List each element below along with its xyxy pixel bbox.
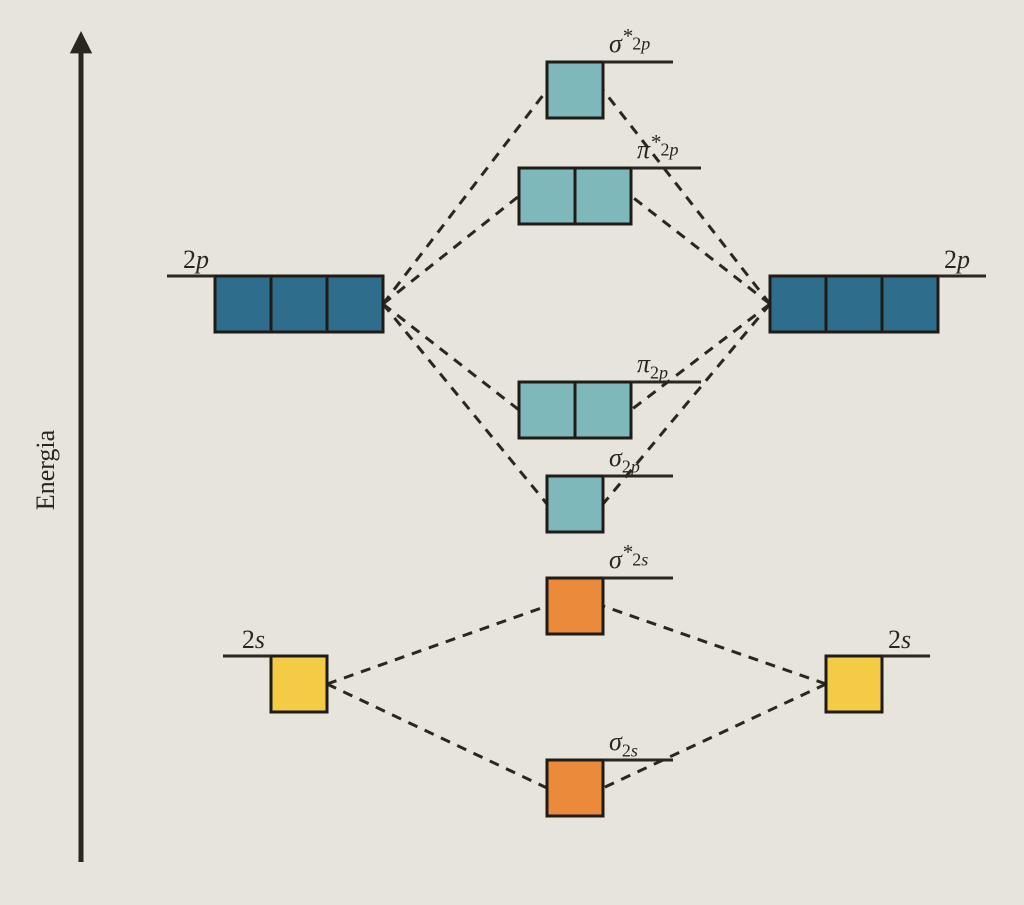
connection-line: [383, 304, 519, 410]
boxes-layer: [215, 62, 938, 816]
ao-label-right_2s: 2s: [888, 625, 911, 654]
molecular-orbital-sigma_star_2s: [547, 578, 603, 634]
connection-line: [631, 304, 770, 410]
mo-label-sigma_star_2p: σ*2p: [609, 25, 650, 58]
molecular-orbital-sigma_star_2p: [547, 62, 603, 118]
mo-label-pi_2p: π2p: [637, 349, 668, 383]
connection-line: [603, 684, 826, 788]
mo-diagram-svg: Energia2p2p2s2sσ*2pπ*2pπ2pσ2pσ*2sσ2s: [0, 0, 1024, 905]
molecular-orbital-pi_2p: [519, 382, 631, 438]
mo-diagram: Energia2p2p2s2sσ*2pπ*2pπ2pσ2pσ*2sσ2s: [0, 0, 1024, 905]
molecular-orbital-sigma_2s: [547, 760, 603, 816]
connection-line: [327, 684, 547, 788]
atomic-orbital-right_2s: [826, 656, 882, 712]
ao-label-left_2s: 2s: [242, 625, 265, 654]
ao-label-right_2p: 2p: [944, 245, 970, 274]
energy-axis-arrow: [70, 31, 92, 53]
mo-label-sigma_star_2s: σ*2s: [609, 541, 648, 574]
connection-line: [383, 196, 519, 304]
molecular-orbital-sigma_2p: [547, 476, 603, 532]
atomic-orbital-right_2p: [770, 276, 938, 332]
atomic-orbital-left_2s: [271, 656, 327, 712]
mo-label-sigma_2s: σ2s: [609, 727, 638, 761]
connection-line: [327, 606, 547, 684]
molecular-orbital-pi_star_2p: [519, 168, 631, 224]
ao-label-left_2p: 2p: [183, 245, 209, 274]
atomic-orbital-left_2p: [215, 276, 383, 332]
connection-line: [603, 606, 826, 684]
connection-line: [631, 196, 770, 304]
mo-label-sigma_2p: σ2p: [609, 443, 640, 477]
energy-axis-label: Energia: [31, 429, 60, 510]
